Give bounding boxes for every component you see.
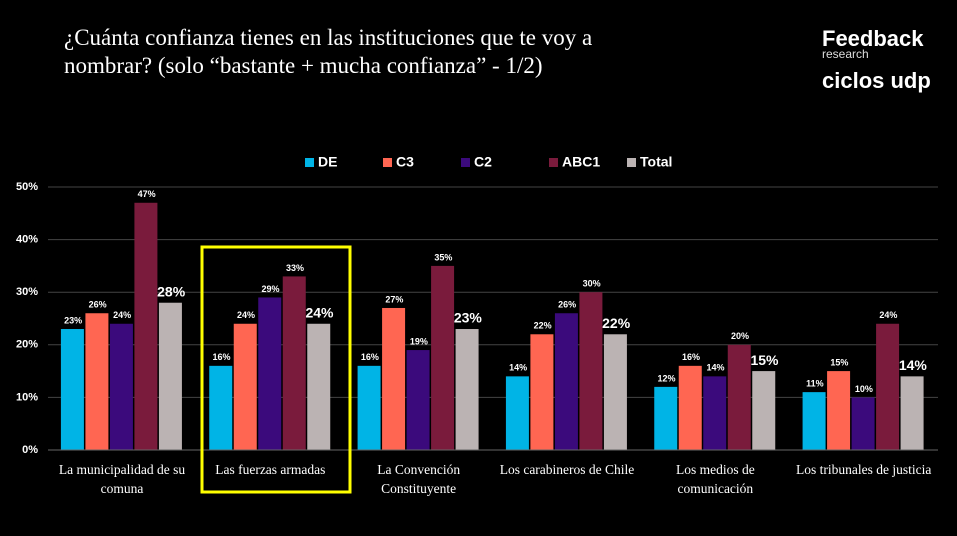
bar xyxy=(851,397,875,450)
bar xyxy=(530,334,554,450)
bar xyxy=(703,376,727,450)
data-label: 14% xyxy=(509,363,527,373)
bar xyxy=(554,313,578,450)
bar xyxy=(727,344,751,450)
data-label: 11% xyxy=(806,379,824,389)
data-label: 16% xyxy=(682,352,700,362)
data-label: 33% xyxy=(286,263,304,273)
bar xyxy=(431,265,455,450)
x-tick-label: Las fuerzas armadas xyxy=(215,462,326,477)
data-label: 24% xyxy=(305,304,334,320)
bar xyxy=(900,376,924,450)
data-label: 26% xyxy=(558,300,576,310)
bar xyxy=(209,365,233,450)
data-label: 24% xyxy=(113,310,131,320)
legend-label: DE xyxy=(318,154,337,170)
bar xyxy=(876,323,900,450)
bar xyxy=(752,371,776,450)
legend-label: ABC1 xyxy=(562,154,600,170)
data-label: 22% xyxy=(534,321,552,331)
legend-label: Total xyxy=(640,154,672,170)
data-label: 14% xyxy=(706,363,724,373)
legend-swatch xyxy=(383,158,392,167)
data-label: 15% xyxy=(750,352,779,368)
data-label: 15% xyxy=(830,357,848,367)
bar xyxy=(258,297,282,450)
y-tick-label: 20% xyxy=(16,339,38,351)
brand-sub: research xyxy=(822,47,869,61)
data-label: 16% xyxy=(212,352,230,362)
data-label: 27% xyxy=(385,294,403,304)
data-label: 23% xyxy=(64,315,82,325)
y-tick-label: 50% xyxy=(16,181,38,193)
y-tick-label: 0% xyxy=(22,444,38,456)
x-tick-label: Los tribunales de justicia xyxy=(795,462,932,477)
x-tick-label: Los medios de comunicación xyxy=(675,462,755,496)
y-tick-label: 40% xyxy=(16,234,38,246)
bar xyxy=(382,307,406,450)
bar xyxy=(678,365,702,450)
bar xyxy=(85,313,109,450)
data-label: 24% xyxy=(237,310,255,320)
legend-swatch xyxy=(549,158,558,167)
data-label: 20% xyxy=(731,331,749,341)
legend-swatch xyxy=(627,158,636,167)
legend-swatch xyxy=(461,158,470,167)
title: ¿Cuánta confianza tienes en las instituc… xyxy=(64,25,593,78)
data-label: 26% xyxy=(89,300,107,310)
data-label: 29% xyxy=(261,284,279,294)
bar xyxy=(406,350,430,450)
bar xyxy=(455,329,479,450)
data-label: 12% xyxy=(657,373,675,383)
bar xyxy=(654,386,678,450)
legend-swatch xyxy=(305,158,314,167)
bar xyxy=(603,334,627,450)
bar xyxy=(802,392,826,450)
y-tick-label: 30% xyxy=(16,286,38,298)
data-label: 35% xyxy=(434,252,452,262)
bar xyxy=(307,323,331,450)
bar xyxy=(357,365,381,450)
legend-label: C3 xyxy=(396,154,414,170)
x-tick-label: La Convención Constituyente xyxy=(377,462,461,496)
brand: Feedback xyxy=(822,26,924,51)
bar xyxy=(827,371,851,450)
data-label: 28% xyxy=(157,283,186,299)
x-tick-label: La municipalidad de su comuna xyxy=(58,462,186,496)
bar xyxy=(233,323,257,450)
data-label: 22% xyxy=(602,315,631,331)
bar xyxy=(282,276,306,450)
data-label: 10% xyxy=(855,384,873,394)
bar xyxy=(158,302,182,450)
data-label: 14% xyxy=(899,357,928,373)
brand2: ciclos udp xyxy=(822,68,931,93)
bar xyxy=(109,323,133,450)
data-label: 24% xyxy=(879,310,897,320)
y-tick-label: 10% xyxy=(16,391,38,403)
bar xyxy=(579,292,603,450)
bar xyxy=(60,329,84,450)
highlight-box xyxy=(200,245,352,494)
bar xyxy=(134,202,158,450)
x-tick-label: Los carabineros de Chile xyxy=(499,462,635,477)
bar xyxy=(505,376,529,450)
data-label: 30% xyxy=(583,279,601,289)
legend-label: C2 xyxy=(474,154,492,170)
data-label: 19% xyxy=(410,336,428,346)
data-label: 47% xyxy=(138,189,156,199)
data-label: 16% xyxy=(361,352,379,362)
data-label: 23% xyxy=(454,310,483,326)
